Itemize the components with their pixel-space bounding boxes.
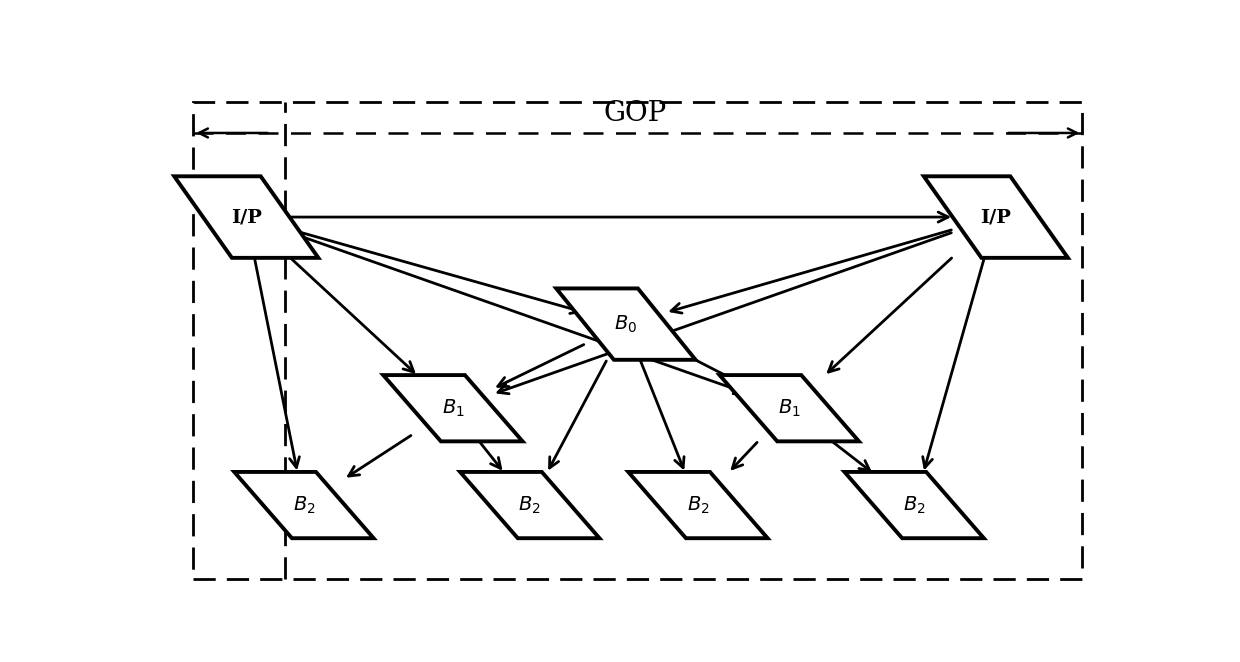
Text: GOP: GOP bbox=[604, 100, 667, 127]
Polygon shape bbox=[557, 289, 696, 359]
Text: $B_2$: $B_2$ bbox=[293, 495, 315, 516]
Text: I/P: I/P bbox=[231, 208, 262, 226]
Text: I/P: I/P bbox=[981, 208, 1012, 226]
Text: $B_1$: $B_1$ bbox=[441, 398, 464, 419]
Polygon shape bbox=[844, 472, 983, 538]
Polygon shape bbox=[174, 176, 319, 258]
Polygon shape bbox=[460, 472, 599, 538]
Text: $B_2$: $B_2$ bbox=[518, 495, 541, 516]
Text: $B_1$: $B_1$ bbox=[777, 398, 801, 419]
Polygon shape bbox=[719, 375, 859, 442]
Text: $B_0$: $B_0$ bbox=[614, 314, 637, 335]
Text: $B_2$: $B_2$ bbox=[903, 495, 925, 516]
Polygon shape bbox=[383, 375, 522, 442]
Polygon shape bbox=[234, 472, 373, 538]
Polygon shape bbox=[924, 176, 1068, 258]
Polygon shape bbox=[629, 472, 768, 538]
Text: $B_2$: $B_2$ bbox=[687, 495, 709, 516]
